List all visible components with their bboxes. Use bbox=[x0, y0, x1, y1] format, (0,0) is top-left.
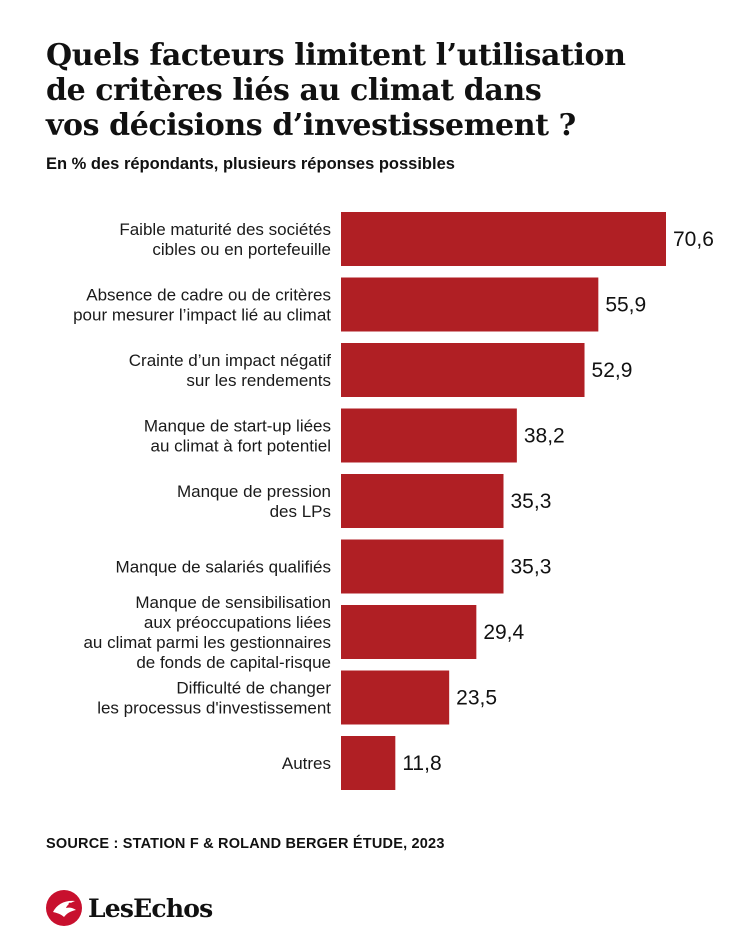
category-label-2: Absence de cadre ou de critères pour mesu… bbox=[73, 286, 331, 325]
value-label-4: 38,2 bbox=[524, 425, 565, 448]
bar-5 bbox=[341, 474, 504, 528]
value-label-1: 70,6 bbox=[673, 228, 714, 251]
value-label-2: 55,9 bbox=[605, 294, 646, 317]
category-label-line: Faible maturité des sociétés bbox=[119, 220, 331, 239]
bar-chart: 70,6 Faible maturité des sociétés cibles o… bbox=[73, 212, 714, 790]
value-label-8: 23,5 bbox=[456, 687, 497, 710]
title-line-3: vos décisions d’investissement ? bbox=[46, 108, 576, 143]
category-label-line: les processus d'investissement bbox=[97, 699, 331, 718]
category-label-4: Manque de start-up liées au climat à fort… bbox=[144, 417, 331, 456]
category-label-line: de fonds de capital-risque bbox=[136, 653, 331, 672]
category-label-line: aux préoccupations liées bbox=[144, 613, 331, 632]
category-label-line: Manque de sensibilisation bbox=[135, 593, 331, 612]
bar-7 bbox=[341, 605, 477, 659]
title-line-1: Quels facteurs limitent l’utilisation bbox=[46, 38, 626, 73]
category-label-line: Crainte d’un impact négatif bbox=[129, 351, 332, 370]
category-label-3: Crainte d’un impact négatif sur les rende… bbox=[129, 351, 332, 390]
category-label-line: pour mesurer l’impact lié au climat bbox=[73, 306, 331, 325]
value-label-9: 11,8 bbox=[402, 752, 441, 775]
category-label-line: Autres bbox=[282, 754, 331, 773]
les-echos-logo-icon bbox=[46, 890, 82, 926]
brand-name: LesEchos bbox=[88, 893, 213, 923]
bar-4 bbox=[341, 408, 517, 463]
category-label-5: Manque de pression des LPs bbox=[177, 482, 331, 521]
category-label-line: Manque de start-up liées bbox=[144, 417, 331, 436]
brand-footer: LesEchos bbox=[46, 888, 213, 928]
category-label-line: Absence de cadre ou de critères bbox=[86, 286, 331, 305]
category-label-7: Manque de sensibilisation aux préoccupati… bbox=[83, 593, 331, 672]
category-label-line: sur les rendements bbox=[186, 371, 331, 390]
source-note: SOURCE : STATION F & ROLAND BERGER ÉTUDE… bbox=[46, 836, 445, 852]
category-label-line: Manque de pression bbox=[177, 482, 331, 501]
value-label-5: 35,3 bbox=[511, 490, 552, 513]
bar-2 bbox=[341, 277, 599, 332]
category-label-line: Difficulté de changer bbox=[176, 679, 331, 698]
value-label-3: 52,9 bbox=[592, 359, 633, 382]
category-label-line: au climat parmi les gestionnaires bbox=[83, 633, 331, 652]
bar-9 bbox=[341, 736, 396, 790]
title-line-2: de critères liés au climat dans bbox=[46, 73, 542, 108]
category-label-line: des LPs bbox=[270, 502, 331, 521]
category-label-line: Manque de salariés qualifiés bbox=[116, 558, 331, 577]
value-label-6: 35,3 bbox=[511, 556, 552, 579]
bar-8 bbox=[341, 670, 450, 725]
chart-subtitle: En % des répondants, plusieurs réponses … bbox=[46, 155, 455, 173]
category-label-line: cibles ou en portefeuille bbox=[152, 240, 331, 259]
category-label-1: Faible maturité des sociétés cibles ou en… bbox=[119, 220, 331, 259]
bar-1 bbox=[341, 212, 666, 266]
bar-6 bbox=[341, 539, 504, 594]
bar-3 bbox=[341, 343, 585, 397]
category-label-9: Autres bbox=[282, 754, 331, 773]
category-label-6: Manque de salariés qualifiés bbox=[116, 558, 331, 577]
chart-title: Quels facteurs limitent l’utilisation de… bbox=[46, 38, 706, 143]
category-label-8: Difficulté de changer les processus d'inv… bbox=[97, 679, 331, 718]
category-label-line: au climat à fort potentiel bbox=[151, 437, 331, 456]
value-label-7: 29,4 bbox=[483, 621, 524, 644]
